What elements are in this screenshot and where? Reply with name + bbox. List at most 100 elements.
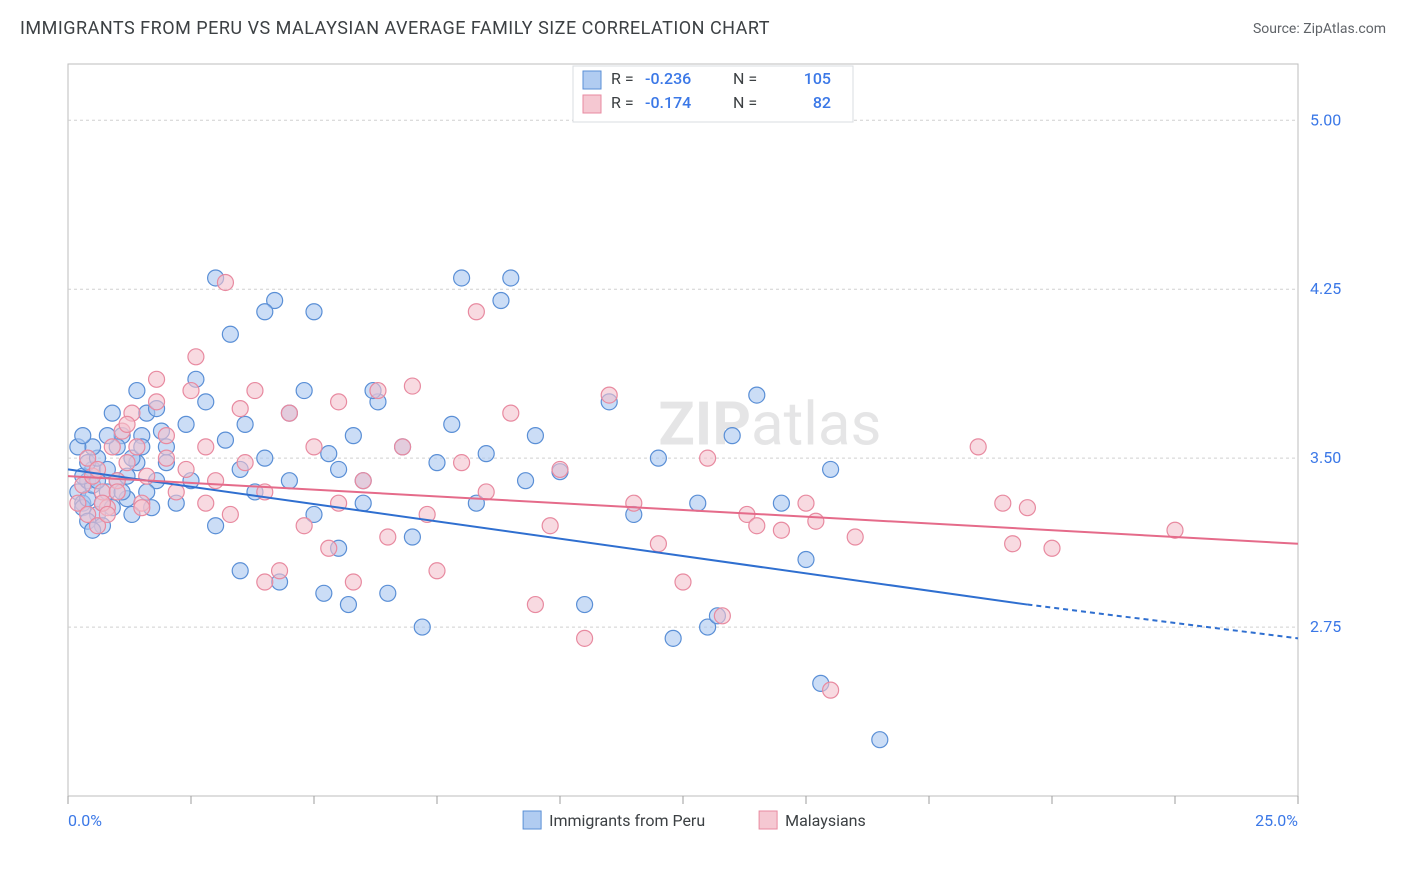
scatter-point — [296, 383, 312, 399]
scatter-point — [321, 446, 337, 462]
scatter-point — [217, 274, 233, 290]
scatter-point — [577, 630, 593, 646]
scatter-point — [331, 394, 347, 410]
scatter-point — [700, 450, 716, 466]
scatter-point — [345, 574, 361, 590]
scatter-point — [414, 619, 430, 635]
scatter-point — [404, 529, 420, 545]
scatter-point — [188, 349, 204, 365]
legend-swatch — [583, 71, 601, 89]
scatter-point — [395, 439, 411, 455]
scatter-point — [404, 378, 420, 394]
scatter-point — [444, 416, 460, 432]
scatter-point — [257, 574, 273, 590]
scatter-point — [773, 495, 789, 511]
legend-n-value: 105 — [804, 69, 831, 88]
scatter-point — [380, 529, 396, 545]
regression-line-dash — [1027, 605, 1298, 639]
series-label: Immigrants from Peru — [549, 811, 705, 830]
scatter-point — [478, 446, 494, 462]
scatter-point — [749, 518, 765, 534]
scatter-point — [198, 495, 214, 511]
scatter-point — [429, 563, 445, 579]
scatter-point — [527, 597, 543, 613]
scatter-point — [129, 439, 145, 455]
scatter-point — [542, 518, 558, 534]
scatter-point — [134, 500, 150, 516]
scatter-point — [650, 536, 666, 552]
scatter-point — [626, 495, 642, 511]
scatter-point — [823, 682, 839, 698]
scatter-point — [257, 450, 273, 466]
scatter-point — [995, 495, 1011, 511]
x-tick-label-min: 0.0% — [68, 811, 102, 830]
chart-title: IMMIGRANTS FROM PERU VS MALAYSIAN AVERAG… — [20, 18, 770, 39]
scatter-point — [208, 473, 224, 489]
scatter-point — [340, 597, 356, 613]
y-tick-label: 5.00 — [1310, 110, 1341, 129]
legend-r-value: -0.174 — [645, 93, 691, 112]
legend-r-label: R = — [611, 93, 634, 112]
scatter-point — [119, 416, 135, 432]
scatter-point — [380, 585, 396, 601]
scatter-point — [773, 522, 789, 538]
scatter-point — [119, 455, 135, 471]
scatter-point — [237, 416, 253, 432]
scatter-point — [429, 455, 445, 471]
legend-n-label: N = — [733, 93, 757, 112]
scatter-point — [970, 439, 986, 455]
watermark: ZIPatlas — [658, 389, 881, 460]
scatter-point — [149, 394, 165, 410]
scatter-point — [1019, 500, 1035, 516]
scatter-point — [232, 563, 248, 579]
scatter-point — [331, 461, 347, 477]
scatter-point — [345, 428, 361, 444]
scatter-point — [272, 563, 288, 579]
scatter-point — [1044, 540, 1060, 556]
series-swatch — [523, 811, 541, 829]
scatter-point — [321, 540, 337, 556]
scatter-point — [306, 439, 322, 455]
scatter-point — [178, 416, 194, 432]
scatter-point — [601, 387, 617, 403]
scatter-point — [454, 270, 470, 286]
scatter-point — [247, 383, 263, 399]
scatter-point — [1005, 536, 1021, 552]
legend-n-label: N = — [733, 69, 757, 88]
scatter-point — [149, 371, 165, 387]
y-tick-label: 2.75 — [1310, 617, 1341, 636]
scatter-point — [99, 506, 115, 522]
scatter-point — [503, 405, 519, 421]
series-swatch — [759, 811, 777, 829]
correlation-chart: 2.753.504.255.00Average Family Size0.0%2… — [48, 56, 1368, 856]
scatter-point — [158, 428, 174, 444]
source-label: Source: ZipAtlas.com — [1253, 21, 1386, 37]
y-tick-label: 3.50 — [1310, 448, 1341, 467]
scatter-point — [281, 405, 297, 421]
scatter-point — [296, 518, 312, 534]
scatter-point — [104, 405, 120, 421]
scatter-point — [798, 552, 814, 568]
scatter-point — [217, 432, 233, 448]
x-tick-label-max: 25.0% — [1255, 811, 1298, 830]
scatter-point — [518, 473, 534, 489]
scatter-point — [104, 439, 120, 455]
scatter-point — [158, 450, 174, 466]
scatter-point — [232, 401, 248, 417]
scatter-point — [724, 428, 740, 444]
scatter-point — [316, 585, 332, 601]
scatter-point — [281, 473, 297, 489]
scatter-point — [552, 461, 568, 477]
y-tick-label: 4.25 — [1310, 279, 1341, 298]
regression-line — [68, 469, 1027, 604]
legend-r-value: -0.236 — [645, 69, 691, 88]
scatter-point — [198, 439, 214, 455]
scatter-point — [75, 428, 91, 444]
scatter-point — [675, 574, 691, 590]
scatter-point — [257, 304, 273, 320]
scatter-point — [355, 495, 371, 511]
scatter-point — [808, 513, 824, 529]
series-label: Malaysians — [785, 811, 866, 830]
scatter-point — [798, 495, 814, 511]
scatter-point — [109, 484, 125, 500]
